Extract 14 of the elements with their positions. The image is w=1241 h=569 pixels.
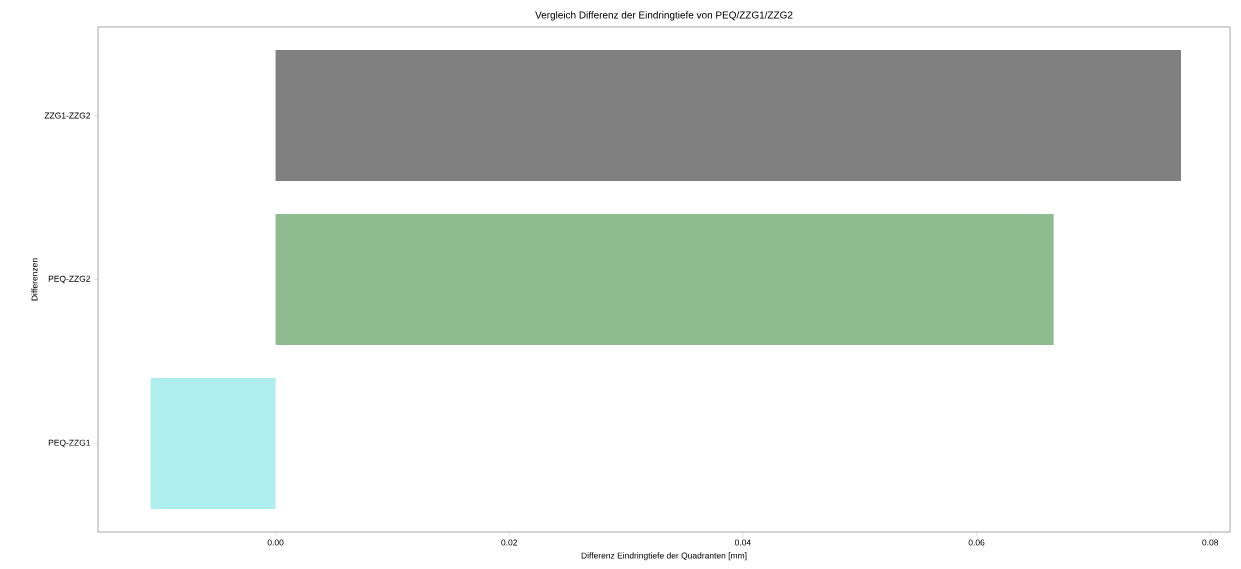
x-tick-label: 0.06 <box>968 539 985 546</box>
x-tick-label: 0.04 <box>734 539 751 546</box>
y-tick-label: PEQ-ZZG1 <box>48 439 91 448</box>
x-axis-title: Differenz Eindringtiefe der Quadranten [mm] <box>581 552 747 561</box>
y-tick-label: ZZG1-ZZG2 <box>44 112 91 119</box>
y-axis-title: Differenzen <box>31 258 38 301</box>
x-tick-label: 0.02 <box>501 539 518 546</box>
bar <box>150 377 276 510</box>
bar <box>275 213 1054 346</box>
y-tick-label: PEQ-ZZG2 <box>48 275 91 284</box>
x-tick-label: 0.00 <box>267 539 284 546</box>
bar <box>275 49 1181 182</box>
chart-title: Vergleich Differenz der Eindringtiefe von PEQ/ZZG1/ZZG2 <box>535 11 793 21</box>
x-tick-label: 0.08 <box>1202 539 1219 546</box>
